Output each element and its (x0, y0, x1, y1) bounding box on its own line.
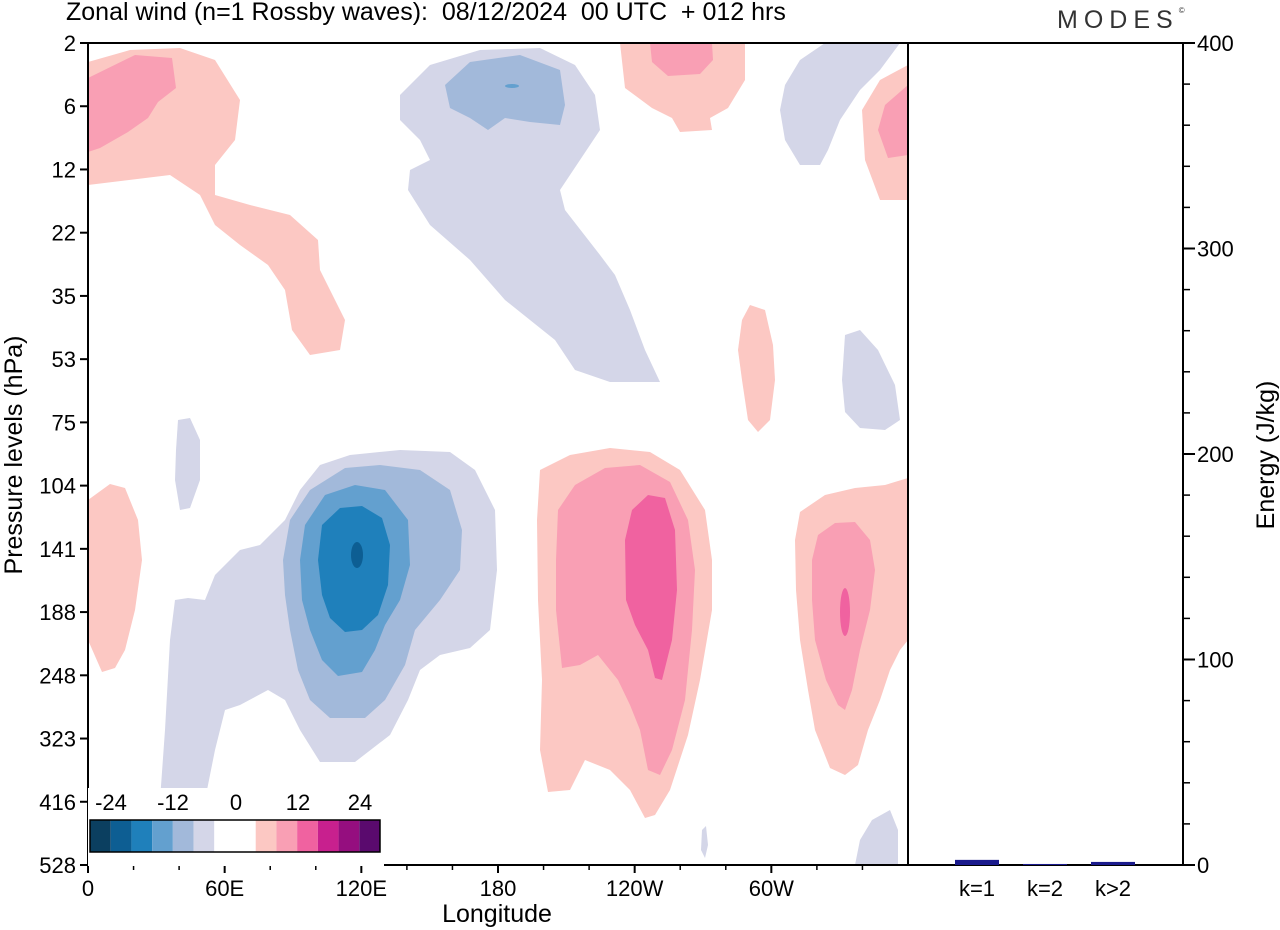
y-tick-label: 416 (39, 790, 76, 815)
colorbar-swatch (110, 820, 132, 852)
contour-upper-right-negative (780, 43, 900, 165)
colorbar-swatch (338, 820, 360, 852)
contour-upper-left-positive-core (88, 55, 176, 152)
chart-title: Zonal wind (n=1 Rossby waves): 08/12/202… (66, 0, 786, 26)
energy-bar-label: k=1 (959, 876, 995, 901)
contour-lower-positive-right-core (840, 588, 850, 636)
y-axis-title: Pressure levels (hPa) (0, 336, 28, 575)
colorbar-frame (89, 819, 381, 853)
colorbar-swatch (276, 820, 298, 852)
energy-tick-label: 300 (1197, 237, 1234, 262)
contour-top-center-positive (620, 43, 745, 132)
contour-lower-left-positive (88, 484, 142, 672)
energy-bar-label: k>2 (1095, 876, 1131, 901)
contour-bottom-small-negative (701, 826, 708, 858)
colorbar-swatch (131, 820, 153, 852)
contour-upper-right-positive-core (878, 85, 908, 158)
colorbar-swatch (214, 820, 235, 852)
contour-field (88, 43, 908, 865)
contour-mid-right-positive (738, 305, 775, 432)
colorbar-swatch (90, 820, 111, 852)
y-tick-label: 141 (39, 537, 76, 562)
colorbar-swatch (359, 820, 380, 852)
colorbar-label: -24 (95, 790, 127, 815)
energy-tick-label: 400 (1197, 31, 1234, 56)
energy-axis: 0 100 200 300 400 (1183, 31, 1234, 878)
y-tick-label: 35 (52, 284, 76, 309)
modes-logo: MODES© (1057, 6, 1185, 35)
y-tick-label: 6 (64, 94, 76, 119)
energy-tick-label: 200 (1197, 442, 1234, 467)
colorbar-swatch (317, 820, 339, 852)
energy-bar (955, 859, 999, 865)
energy-bar (1023, 863, 1067, 865)
energy-tick-label: 0 (1197, 853, 1209, 878)
x-axis-title: Longitude (442, 900, 552, 928)
logo-text: MODES (1057, 6, 1179, 34)
logo-mark: © (1178, 5, 1185, 15)
y-axis: 2 6 12 22 35 53 75 104 141 188 248 323 416 528 (39, 31, 88, 878)
colorbar-label: 0 (230, 790, 242, 815)
contour-bottom-right-negative (855, 810, 898, 865)
x-tick-label: 120E (336, 876, 387, 901)
contour-lower-positive-center-core (625, 495, 677, 680)
colorbar-swatch (297, 820, 318, 852)
energy-tick-label: 100 (1197, 648, 1234, 673)
x-tick-label: 120W (606, 876, 664, 901)
contour-upper-left-positive (88, 48, 345, 355)
colorbar-swatch (193, 820, 215, 852)
x-tick-label: 180 (480, 876, 517, 901)
y-tick-label: 75 (52, 410, 76, 435)
energy-bar-label: k=2 (1027, 876, 1063, 901)
y-tick-label: 2 (64, 31, 76, 56)
colorbar-label: 24 (348, 790, 372, 815)
colorbar: -24 -12 0 12 24 (88, 788, 384, 866)
x-tick-label: 0 (82, 876, 94, 901)
y-tick-label: 22 (52, 221, 76, 246)
x-tick-label: 60W (749, 876, 794, 901)
y-tick-label: 104 (39, 474, 76, 499)
y-tick-label: 53 (52, 347, 76, 372)
x-tick-label: 60E (205, 876, 244, 901)
y-tick-label: 248 (39, 663, 76, 688)
y-tick-label: 12 (52, 157, 76, 182)
contour-upper-mid-negative-dot (505, 84, 519, 88)
contour-lower-negative-peak (351, 542, 363, 568)
x-axis: 0 60E 120E 180 120W 60W (82, 865, 864, 901)
contour-upper-mid-negative (400, 48, 660, 382)
colorbar-label: 12 (286, 790, 310, 815)
energy-bars: k=1 k=2 k>2 (955, 859, 1135, 901)
energy-axis-title: Energy (J/kg) (1252, 381, 1280, 530)
contour-mid-right-negative (842, 330, 900, 430)
contour-upper-mid-negative-core (445, 55, 565, 130)
contour-small-negative-left (175, 418, 200, 510)
energy-bar (1091, 861, 1135, 865)
y-tick-label: 528 (39, 853, 76, 878)
colorbar-swatch (235, 820, 256, 852)
y-tick-label: 323 (39, 727, 76, 752)
contour-lower-negative-core (318, 506, 390, 632)
contour-top-center-positive-core (650, 43, 713, 76)
colorbar-swatch (152, 820, 173, 852)
colorbar-swatch (172, 820, 194, 852)
y-tick-label: 188 (39, 600, 76, 625)
colorbar-label: -12 (157, 790, 189, 815)
colorbar-swatch (255, 820, 277, 852)
